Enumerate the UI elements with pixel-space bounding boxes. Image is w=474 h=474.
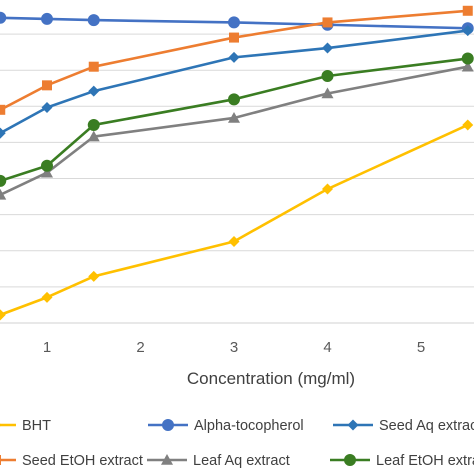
data-point [87,130,100,142]
data-point [322,183,333,195]
data-point [0,104,6,115]
data-point [41,166,53,178]
data-point [228,111,240,123]
data-point [228,51,240,63]
data-point [462,5,473,16]
data-point [0,174,7,187]
x-tick-label: 1 [43,339,51,356]
legend-marker [0,423,2,427]
data-point [0,309,6,321]
data-point [0,188,7,200]
series-leaf-aq-extract [0,60,474,200]
data-point [41,101,53,113]
data-point [41,291,53,303]
legend-marker [344,454,356,466]
data-point [228,235,240,247]
series-leaf-etoh-extract [0,52,474,187]
series-seed-aq-extract [0,25,474,139]
series-line [0,65,468,197]
legend-label: Seed EtOH extract [22,453,143,469]
legend-label: Leaf Aq extract [193,453,290,469]
legend-label: BHT [22,418,51,434]
legend-item: BHT [0,418,51,434]
data-point [228,93,240,106]
data-point [321,87,334,99]
data-point [321,70,334,83]
data-point [88,270,100,282]
data-point [462,119,474,131]
series-line [0,29,468,135]
series-seed-etoh-extract [0,5,473,115]
x-tick-labels: 1 2 3 4 5 [43,339,425,356]
series-line [0,57,468,183]
data-point [87,14,100,27]
x-tick-label: 5 [417,339,425,356]
data-point [41,159,53,172]
legend-label: Leaf EtOH extract [376,453,474,469]
data-point [42,80,52,91]
legend-item: Alpha-tocopherol [148,418,304,434]
data-point [228,16,240,29]
data-point [41,12,53,25]
data-point [88,85,100,97]
legend-item: Seed EtOH extract [0,453,143,469]
legend: BHT Alpha-tocopherol Seed Aq extract Seed E… [0,418,474,469]
legend-item: Leaf EtOH extract [330,453,474,469]
legend-marker [347,419,359,431]
legend-label: Seed Aq extract [379,418,474,434]
data-point [322,42,333,54]
data-point [461,52,474,65]
x-tick-label: 4 [323,339,331,356]
legend-marker [162,419,174,431]
data-point [88,61,99,72]
data-point [462,25,474,37]
data-point [461,60,474,72]
grid [0,33,474,288]
data-point [322,17,333,28]
series-bht [0,119,474,321]
legend-marker [0,455,1,465]
data-point [0,127,6,139]
series-line [0,9,468,111]
data-point [229,32,239,43]
x-axis-title: Concentration (mg/ml) [187,369,355,388]
data-point [87,118,100,131]
data-point [0,11,7,24]
legend-item: Leaf Aq extract [147,453,290,469]
legend-item: Seed Aq extract [333,418,474,434]
series-line [0,16,468,30]
x-tick-label: 2 [136,339,144,356]
x-tick-label: 3 [230,339,238,356]
series-layer [0,5,474,321]
legend-label: Alpha-tocopherol [194,418,304,434]
series-line [0,123,469,317]
legend-marker [161,454,173,465]
